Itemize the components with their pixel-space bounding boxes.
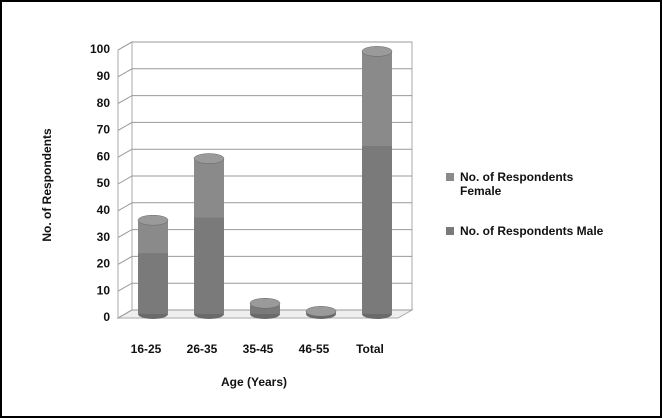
y-tick-label: 30 (97, 230, 111, 244)
grid-line (117, 175, 412, 185)
x-tick-label: 26-35 (187, 342, 218, 356)
x-tick-label: 35-45 (243, 342, 274, 356)
y-axis-title: No. of Respondents (40, 128, 54, 242)
grid-line (117, 202, 412, 212)
x-axis-title: Age (Years) (221, 375, 287, 389)
bar-segment (362, 51, 392, 146)
grid-line (117, 68, 412, 78)
y-tick-label: 40 (97, 203, 111, 217)
bar-segment (362, 145, 392, 314)
y-tick-label: 70 (97, 123, 111, 137)
legend-label: No. of Respondents Female (460, 170, 574, 198)
grid-line (117, 255, 412, 265)
bar-cap (137, 214, 169, 226)
grid-line (117, 41, 412, 51)
bar-segment (138, 220, 168, 253)
grid-line (117, 148, 412, 158)
bar-cap (361, 46, 393, 57)
legend-item: No. of Respondents Male (446, 224, 656, 238)
y-tick-label: 90 (97, 69, 111, 83)
legend-swatch (446, 173, 454, 181)
y-tick-label: 60 (97, 149, 111, 163)
x-tick-label: 46-55 (299, 342, 330, 356)
grid-line (117, 121, 412, 131)
y-tick-label: 100 (90, 42, 110, 56)
bar-cap (305, 306, 337, 317)
grid-line (117, 282, 412, 292)
y-tick-label: 20 (97, 257, 111, 271)
y-tick-label: 80 (97, 96, 111, 110)
bar-segment (138, 252, 168, 314)
bar-cap (249, 298, 281, 309)
grid-line (117, 95, 412, 105)
legend-item: No. of Respondents Female (446, 170, 656, 198)
x-tick-label: 16-25 (131, 342, 162, 356)
y-tick-label: 50 (97, 176, 111, 190)
x-tick-label: Total (356, 342, 384, 356)
bar-segment (250, 305, 280, 314)
y-tick-label: 0 (103, 310, 110, 324)
bar-segment (194, 158, 224, 218)
bar-segment (194, 217, 224, 314)
legend-label: No. of Respondents Male (460, 224, 604, 238)
y-tick-label: 10 (97, 283, 111, 297)
bar-cap (193, 153, 225, 164)
legend-swatch (446, 227, 454, 235)
grid-line (117, 229, 412, 239)
